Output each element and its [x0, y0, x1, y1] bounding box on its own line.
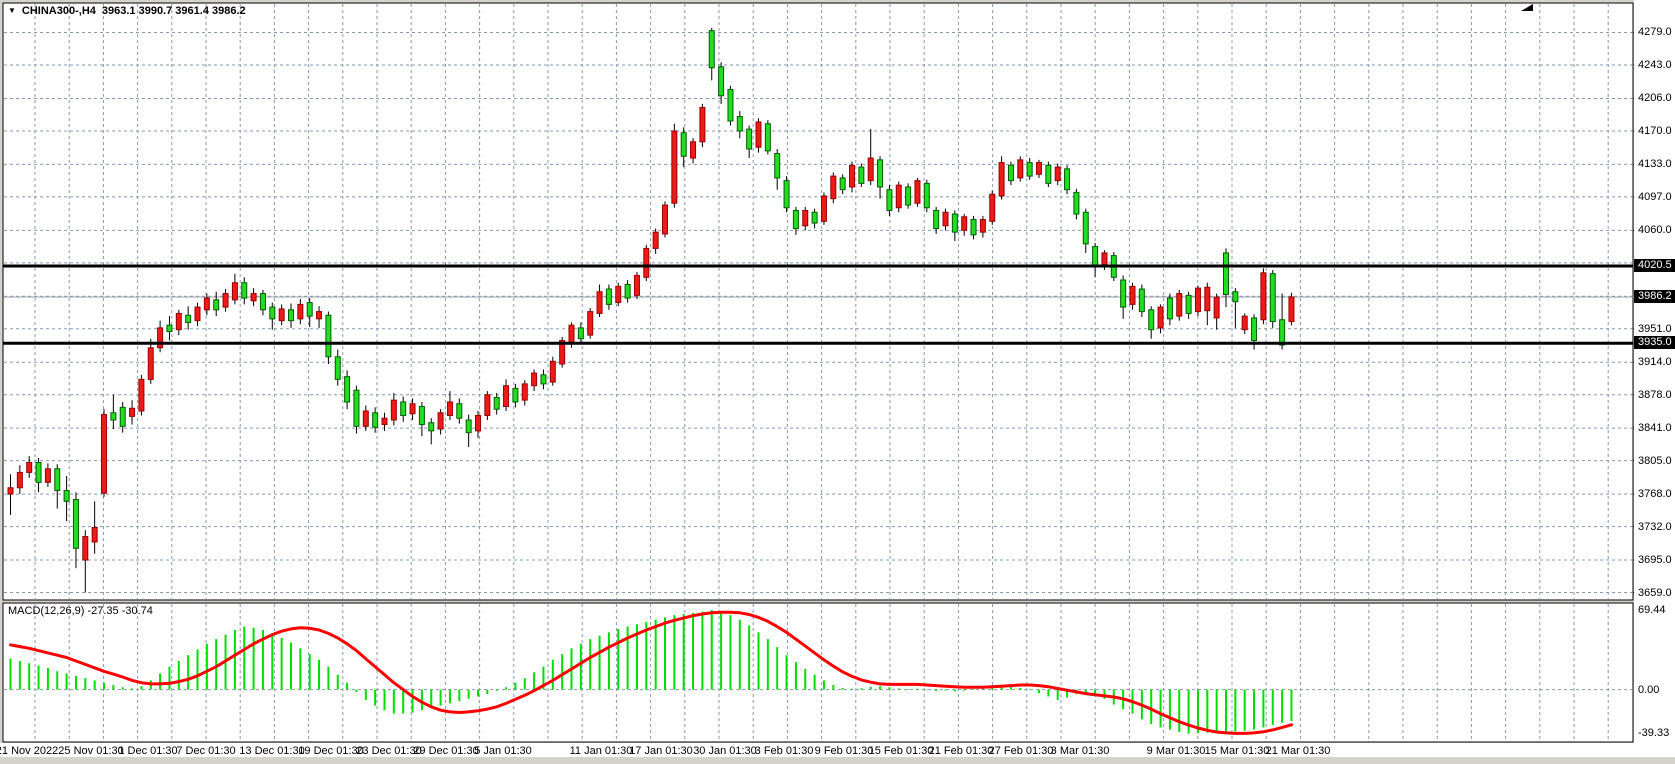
- candle-bodies: [7, 30, 1295, 561]
- macd-panel[interactable]: [2, 602, 1634, 743]
- time-axis-label: 17 Jan 01:30: [629, 745, 693, 757]
- price-axis-label: 3768.0: [1638, 488, 1672, 501]
- price-axis-label: 4133.0: [1638, 158, 1672, 171]
- price-axis-label: 4279.0: [1638, 26, 1672, 39]
- time-axis-label: 7 Dec 01:30: [176, 745, 236, 757]
- symbol-dropdown-icon[interactable]: ▼: [8, 6, 16, 15]
- time-axis-label: 19 Dec 01:30: [298, 745, 364, 757]
- price-axis-label: 4060.0: [1638, 224, 1672, 237]
- macd-histogram: [9, 610, 1293, 734]
- price-axis-label: 3841.0: [1638, 422, 1672, 435]
- time-axis-label: 3 Mar 01:30: [1050, 745, 1110, 757]
- price-axis-label: 3659.0: [1638, 586, 1672, 599]
- time-axis-label: 27 Feb 01:30: [988, 745, 1054, 757]
- vertical-gridlines: [34, 4, 1609, 741]
- time-axis-label: 9 Mar 01:30: [1146, 745, 1206, 757]
- time-axis-label: 1 Dec 01:30: [118, 745, 178, 757]
- price-axis-label: 4206.0: [1638, 92, 1672, 105]
- time-axis-strip: [0, 743, 1675, 757]
- time-axis-label: 9 Feb 01:30: [814, 745, 874, 757]
- price-axis-strip: [1634, 0, 1675, 757]
- macd-axis-label: 0.00: [1638, 684, 1660, 696]
- horizontal-gridlines: [4, 31, 1632, 594]
- macd-indicator-label: MACD(12,26,9) -27.35 -30.74: [8, 605, 153, 617]
- scroll-to-end-icon[interactable]: [1521, 4, 1533, 11]
- time-axis-label: 30 Jan 01:30: [693, 745, 757, 757]
- price-axis-label: 4170.0: [1638, 124, 1672, 137]
- main-panel[interactable]: [2, 2, 1634, 601]
- price-axis-label: 3695.0: [1638, 554, 1672, 567]
- time-axis-label: 21 Mar 01:30: [1265, 745, 1331, 757]
- time-axis-label: 5 Jan 01:30: [474, 745, 532, 757]
- price-axis-label: 4097.0: [1638, 190, 1672, 203]
- price-axis-label: 3878.0: [1638, 388, 1672, 401]
- ohlc-values-label: 3963.1 3990.7 3961.4 3986.2: [101, 5, 246, 17]
- time-axis-label: 15 Mar 01:30: [1204, 745, 1270, 757]
- price-axis-label: 3951.0: [1638, 322, 1672, 335]
- macd-axis-label: -39.33: [1638, 727, 1670, 739]
- price-axis-label: 4243.0: [1638, 59, 1672, 72]
- price-axis-highlighted-label: 4020.5: [1634, 259, 1675, 272]
- time-axis-label: 13 Dec 01:30: [239, 745, 305, 757]
- macd-signal-line: [9, 610, 1293, 735]
- price-axis-highlighted-label: 3935.0: [1634, 336, 1675, 350]
- time-axis-label: 23 Dec 01:30: [356, 745, 422, 757]
- time-axis-label: 25 Nov 01:30: [58, 745, 124, 757]
- price-axis-highlighted-label: 3986.2: [1634, 289, 1675, 303]
- time-axis-label: 21 Feb 01:30: [928, 745, 994, 757]
- price-axis-label: 3914.0: [1638, 356, 1672, 369]
- chart-title: ▼ CHINA300-,H4 3963.1 3990.7 3961.4 3986…: [8, 5, 246, 17]
- time-axis-label: 11 Jan 01:30: [569, 745, 633, 757]
- time-axis-label: 15 Feb 01:30: [868, 745, 934, 757]
- time-axis-label: 29 Dec 01:30: [413, 745, 479, 757]
- time-axis-label: 21 Nov 2022: [0, 745, 59, 757]
- symbol-period-label: CHINA300-,H4: [21, 5, 96, 17]
- time-axis-label: 3 Feb 01:30: [754, 745, 814, 757]
- macd-axis-label: 69.44: [1638, 604, 1666, 616]
- price-axis-label: 3732.0: [1638, 520, 1672, 533]
- price-axis-label: 3805.0: [1638, 454, 1672, 467]
